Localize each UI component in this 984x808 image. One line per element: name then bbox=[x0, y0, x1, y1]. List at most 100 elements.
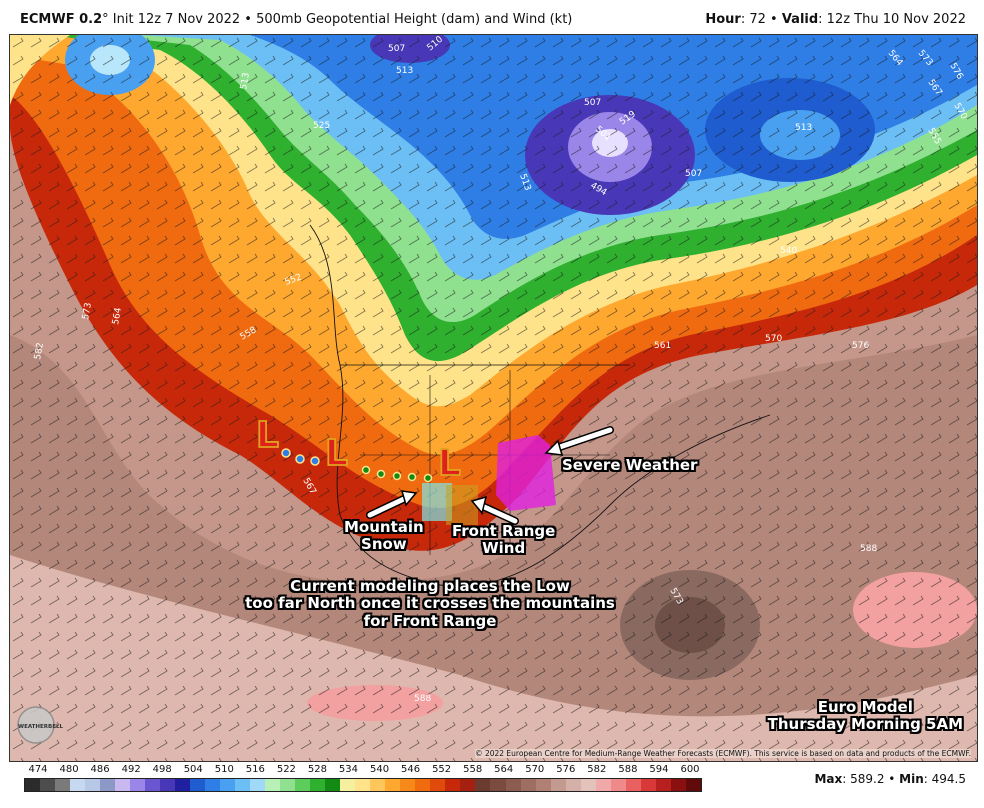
colorbar-swatch bbox=[340, 779, 356, 791]
colorbar-swatch bbox=[385, 779, 401, 791]
max-min-readout: Max: 589.2 • Min: 494.5 bbox=[814, 772, 966, 786]
colorbar-swatch bbox=[265, 779, 281, 791]
track-point bbox=[310, 456, 320, 466]
colorbar-label: 522 bbox=[276, 764, 296, 775]
contour-label: 540 bbox=[780, 246, 797, 256]
weather-map: 513 507 510 513 507 501 494 507 513 519 … bbox=[9, 34, 978, 762]
colorbar-swatch bbox=[595, 779, 611, 791]
track-point bbox=[281, 448, 291, 458]
contour-label: 570 bbox=[765, 334, 782, 344]
colorbar-label: 486 bbox=[90, 764, 110, 775]
colorbar-label: 504 bbox=[183, 764, 203, 775]
front-range-wind-area bbox=[446, 485, 478, 525]
contour-label: 588 bbox=[860, 544, 877, 554]
min-label: Min bbox=[899, 772, 924, 786]
map-header: ECMWF 0.2° Init 12z 7 Nov 2022 • 500mb G… bbox=[0, 0, 984, 34]
contour-label: 507 bbox=[685, 169, 702, 179]
colorbar-label: 474 bbox=[28, 764, 48, 775]
colorbar-label: 552 bbox=[432, 764, 452, 775]
weatherbell-logo: WEATHERBELL bbox=[14, 703, 64, 747]
colorbar-label: 582 bbox=[587, 764, 607, 775]
arrowhead bbox=[470, 495, 488, 515]
min-value: : 494.5 bbox=[923, 772, 966, 786]
colorbar: 474 480 486 492 498 504 510 516 522 528 534 540 546 5… bbox=[24, 764, 702, 804]
low-symbols: L L L bbox=[255, 414, 462, 485]
colorbar-swatch bbox=[295, 779, 311, 791]
colorbar-swatch bbox=[610, 779, 626, 791]
wind-barbs bbox=[10, 35, 977, 761]
colorbar-swatch bbox=[145, 779, 161, 791]
track-point bbox=[295, 454, 305, 464]
severe-weather-arrow bbox=[551, 427, 613, 452]
low-symbol: L bbox=[256, 415, 279, 456]
valid-label: Valid bbox=[781, 12, 819, 27]
colorbar-label: 516 bbox=[245, 764, 265, 775]
colorbar-swatch bbox=[685, 779, 701, 791]
colorbar-swatch bbox=[175, 779, 191, 791]
colorbar-swatch bbox=[535, 779, 551, 791]
colorbar-swatch bbox=[400, 779, 416, 791]
modeling-note-line-3: for Front Range bbox=[363, 611, 497, 630]
colorbar-label: 492 bbox=[121, 764, 141, 775]
copyright-notice: © 2022 European Centre for Medium-Range … bbox=[475, 749, 971, 758]
annotation-arrows bbox=[367, 427, 613, 524]
colorbar-swatch bbox=[445, 779, 461, 791]
arrowhead bbox=[400, 490, 418, 507]
severe-weather-area bbox=[496, 435, 556, 511]
front-range-line-2: Wind bbox=[482, 539, 526, 558]
low-track bbox=[281, 448, 433, 483]
colorbar-label: 588 bbox=[618, 764, 638, 775]
modeling-note-line-2: too far North once it crosses the mounta… bbox=[245, 594, 615, 613]
severe-weather-label: Severe Weather bbox=[562, 456, 698, 474]
header-valid-time: Hour: 72 • Valid: 12z Thu 10 Nov 2022 bbox=[705, 12, 966, 27]
colorbar-swatch bbox=[325, 779, 341, 791]
model-name: ECMWF 0.2 bbox=[20, 12, 103, 27]
colorbar-label: 594 bbox=[649, 764, 669, 775]
colorbar-swatch bbox=[85, 779, 101, 791]
valid-value: : 12z Thu 10 Nov 2022 bbox=[818, 12, 966, 27]
colorbar-label: 570 bbox=[525, 764, 545, 775]
colorbar-swatch bbox=[520, 779, 536, 791]
colorbar-swatch bbox=[565, 779, 581, 791]
colorbar-label: 546 bbox=[401, 764, 421, 775]
low-symbol: L bbox=[325, 433, 348, 474]
modeling-note-line-1: Current modeling places the Low bbox=[290, 577, 570, 595]
colorbar-swatch bbox=[55, 779, 71, 791]
colorbar-swatch bbox=[415, 779, 431, 791]
euro-model-label: Euro Model Thursday Morning 5AM bbox=[768, 698, 963, 734]
colorbar-swatch bbox=[355, 779, 371, 791]
colorbar-swatch bbox=[310, 779, 326, 791]
contour-label: 588 bbox=[414, 694, 431, 704]
contour-label: 513 bbox=[239, 72, 252, 91]
header-title: ECMWF 0.2° Init 12z 7 Nov 2022 • 500mb G… bbox=[20, 12, 572, 27]
colorbar-swatches bbox=[24, 778, 702, 792]
colorbar-labels: 474 480 486 492 498 504 510 516 522 528 534 540 546 5… bbox=[24, 764, 702, 778]
contour-label: 564 bbox=[111, 307, 124, 326]
colorbar-swatch bbox=[235, 779, 251, 791]
max-value: : 589.2 • bbox=[842, 772, 900, 786]
hour-label: Hour bbox=[705, 12, 741, 27]
modeling-note: Current modeling places the Low too far … bbox=[240, 577, 620, 630]
contour-label: 507 bbox=[584, 98, 601, 108]
colorbar-swatch bbox=[205, 779, 221, 791]
colorbar-swatch bbox=[490, 779, 506, 791]
track-point bbox=[423, 473, 433, 483]
colorbar-swatch bbox=[655, 779, 671, 791]
colorbar-label: 498 bbox=[152, 764, 172, 775]
colorbar-swatch bbox=[190, 779, 206, 791]
front-range-arrow bbox=[477, 502, 518, 524]
contour-label: 513 bbox=[396, 66, 413, 76]
colorbar-label: 576 bbox=[556, 764, 576, 775]
contour-label: 513 bbox=[795, 123, 812, 133]
mountain-snow-line-1: Mountain bbox=[344, 518, 424, 536]
track-point bbox=[392, 471, 402, 481]
colorbar-swatch bbox=[625, 779, 641, 791]
colorbar-label: 600 bbox=[680, 764, 700, 775]
colorbar-swatch bbox=[100, 779, 116, 791]
mountain-snow-label: Mountain Snow bbox=[344, 518, 424, 554]
colorbar-swatch bbox=[475, 779, 491, 791]
init-description: Init 12z 7 Nov 2022 • 500mb Geopotential… bbox=[108, 12, 573, 27]
height-field: 513 507 510 513 507 501 494 507 513 519 … bbox=[10, 35, 977, 761]
contour-label: 561 bbox=[654, 341, 671, 351]
colorbar-swatch bbox=[670, 779, 686, 791]
